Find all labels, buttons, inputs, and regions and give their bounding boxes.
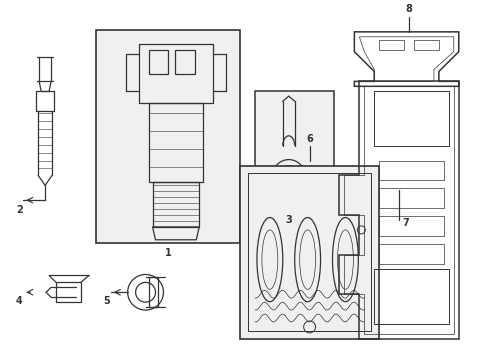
Text: 6: 6 [305,134,312,144]
Bar [373,91,448,146]
Text: 2: 2 [16,205,22,215]
Text: 8: 8 [405,4,412,14]
Bar [379,188,443,208]
Bar [379,216,443,236]
Text: 5: 5 [103,296,110,306]
Bar [254,91,334,210]
Bar [148,50,168,75]
Bar [379,244,443,264]
Bar [138,44,213,103]
Bar [379,161,443,180]
Bar [373,270,448,324]
Bar [175,50,195,75]
Bar [148,103,203,183]
Text: 7: 7 [401,218,408,228]
Bar [413,40,438,50]
Text: 1: 1 [165,248,171,258]
Bar [240,166,379,339]
Text: 3: 3 [285,215,291,225]
Bar [379,40,403,50]
Bar [56,282,81,302]
Bar [148,278,158,307]
Bar [152,183,199,227]
Bar [96,30,240,243]
Text: 4: 4 [16,296,22,306]
Bar [247,174,370,331]
